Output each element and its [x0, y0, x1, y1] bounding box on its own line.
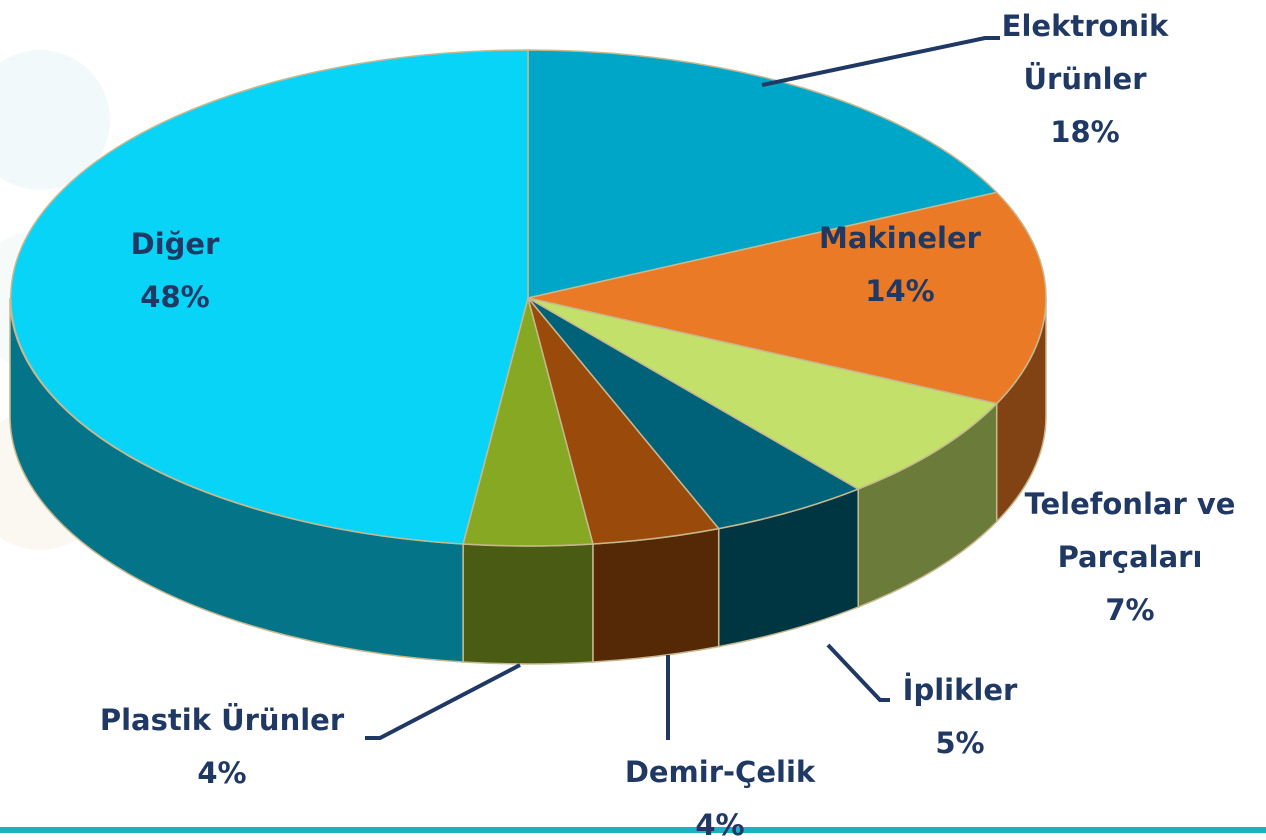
leader-line: [761, 36, 1000, 87]
slice-label: Diğer 48%: [75, 218, 275, 324]
category-label: Telefonlar ve Parçaları: [1024, 487, 1236, 574]
pie-slice-side: [592, 527, 720, 663]
category-label: Elektronik Ürünler: [1001, 9, 1169, 96]
slice-label: Demir-Çelik 4%: [570, 746, 870, 840]
slice-label: Elektronik Ürünler 18%: [985, 0, 1185, 159]
category-label: Demir-Çelik: [624, 755, 816, 789]
value-label: 4%: [695, 808, 745, 840]
leader-line: [826, 643, 890, 702]
leader-lines: [365, 36, 1000, 740]
slice-label: İplikler 5%: [860, 664, 1060, 770]
value-label: 4%: [197, 756, 247, 790]
pie-slice: [527, 297, 999, 490]
pie-slice-side: [462, 543, 594, 665]
pie-slice: [10, 49, 529, 545]
slice-label: Makineler 14%: [770, 212, 1030, 318]
slice-label: Telefonlar ve Parçaları 7%: [995, 478, 1265, 637]
slice-label: Plastik Ürünler 4%: [22, 694, 422, 800]
pie-slice: [527, 191, 1047, 405]
pie-slice: [527, 297, 860, 530]
category-label: Makineler: [819, 221, 981, 255]
bottom-rule: [0, 827, 1266, 833]
category-label: İplikler: [902, 673, 1018, 707]
leader-line: [365, 663, 521, 740]
pie: [9, 49, 1047, 665]
category-label: Plastik Ürünler: [99, 703, 345, 737]
value-label: 18%: [1050, 115, 1120, 149]
value-label: 14%: [865, 274, 935, 308]
pie-slice: [527, 49, 999, 299]
category-label: Diğer: [130, 227, 220, 261]
value-label: 5%: [935, 726, 985, 760]
decoration: [0, 50, 110, 190]
value-label: 7%: [1105, 593, 1155, 627]
value-label: 48%: [140, 280, 210, 314]
